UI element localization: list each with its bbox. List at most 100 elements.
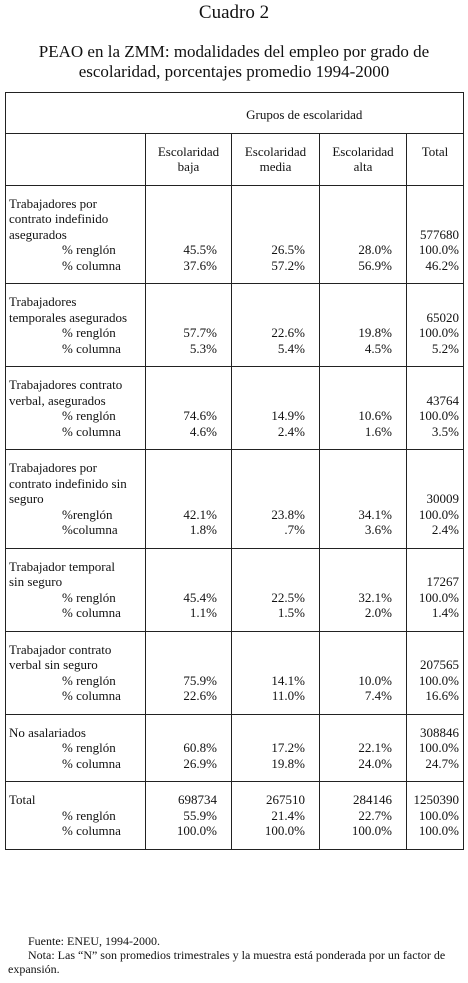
count-cell: 17267 — [406, 548, 464, 590]
row-label: % renglón — [62, 242, 116, 257]
value-cell: 22.7% — [319, 807, 407, 823]
value-cell: 100.0% — [231, 823, 320, 849]
count-cell: 65020 — [406, 283, 464, 325]
data-row: %renglón 42.1% 23.8% 34.1% 100.0% — [6, 506, 464, 522]
group-label-row: Trabajadores contrato verbal, asegurados… — [6, 366, 464, 408]
value-cell: 2.4% — [406, 522, 464, 548]
group-label-row: Trabajadores temporales asegurados 65020 — [6, 283, 464, 325]
count-cell: 1250390 — [406, 781, 464, 808]
empty-cell — [145, 548, 232, 590]
empty-cell — [319, 548, 407, 590]
empty-cell — [231, 714, 320, 740]
value-cell: 100.0% — [406, 807, 464, 823]
empty-cell — [319, 631, 407, 673]
group-label-row: Trabajadores por contrato indefinido ase… — [6, 185, 464, 242]
value-cell: 3.5% — [406, 423, 464, 450]
empty-cell — [231, 366, 320, 408]
table-head: Grupos de escolaridad Escolaridad baja Esc… — [5, 93, 464, 185]
group-label: Total — [9, 792, 36, 807]
empty-cell — [231, 283, 320, 325]
count-cell: 43764 — [406, 366, 464, 408]
value-cell: 100.0% — [406, 408, 464, 424]
row-group: Trabajador contrato verbal sin seguro 207… — [5, 631, 464, 714]
value-cell: 16.6% — [406, 688, 464, 714]
value-cell: 37.6% — [145, 257, 232, 284]
value-cell: 100.0% — [406, 506, 464, 522]
value-cell: 100.0% — [406, 823, 464, 849]
value-cell: 22.6% — [145, 688, 232, 714]
data-row: % renglón 60.8% 17.2% 22.1% 100.0% — [6, 740, 464, 756]
empty-cell — [145, 449, 232, 507]
group-label: Trabajador temporal sin seguro — [9, 558, 116, 590]
value-cell: 100.0% — [406, 740, 464, 756]
value-cell: 100.0% — [319, 823, 407, 849]
data-row: % renglón 57.7% 22.6% 19.8% 100.0% — [6, 325, 464, 341]
row-group: Trabajador temporal sin seguro 17267 % ren… — [5, 548, 464, 631]
empty-cell — [319, 283, 407, 325]
value-cell: 75.9% — [145, 672, 232, 688]
group-label-row: No asalariados 308846 — [6, 714, 464, 740]
data-row: % columna 37.6% 57.2% 56.9% 46.2% — [6, 257, 464, 284]
value-cell: 100.0% — [406, 589, 464, 605]
value-cell: 22.1% — [319, 740, 407, 756]
row-group: Trabajadores temporales asegurados 65020%… — [5, 283, 464, 367]
group-label: Trabajadores contrato verbal, asegurados — [9, 377, 123, 408]
empty-cell — [145, 283, 232, 325]
row-label: % renglón — [62, 740, 116, 755]
data-row: % renglón 45.5% 26.5% 28.0% 100.0% — [6, 242, 464, 258]
group-header-row: Grupos de escolaridad — [6, 93, 464, 134]
row-label: % columna — [62, 340, 121, 356]
group-label-row: Total 698734 267510 284146 1250390 — [6, 781, 464, 808]
value-cell: 1.1% — [145, 605, 232, 631]
empty-cell — [6, 93, 146, 134]
value-cell: 42.1% — [145, 506, 232, 522]
count-cell: 267510 — [231, 781, 320, 808]
value-cell: 3.6% — [319, 522, 407, 548]
source-note: Fuente: ENEU, 1994-2000. — [28, 934, 160, 948]
empty-cell — [231, 449, 320, 507]
data-row: % renglón 55.9% 21.4% 22.7% 100.0% — [6, 807, 464, 823]
row-label: % renglón — [62, 408, 116, 423]
row-label: % renglón — [62, 672, 116, 688]
group-label: No asalariados — [9, 724, 86, 740]
group-label-row: Trabajador temporal sin seguro 17267 — [6, 548, 464, 590]
data-row: %columna 1.8% .7% 3.6% 2.4% — [6, 522, 464, 548]
value-cell: 2.4% — [231, 423, 320, 450]
data-row: % renglón 74.6% 14.9% 10.6% 100.0% — [6, 408, 464, 424]
value-cell: 26.5% — [231, 242, 320, 258]
value-cell: 46.2% — [406, 257, 464, 284]
count-cell: 698734 — [145, 781, 232, 808]
data-row: % columna 22.6% 11.0% 7.4% 16.6% — [6, 688, 464, 714]
value-cell: 57.7% — [145, 325, 232, 341]
row-label: %columna — [62, 522, 118, 537]
value-cell: 28.0% — [319, 242, 407, 258]
data-row: % columna 4.6% 2.4% 1.6% 3.5% — [6, 423, 464, 450]
empty-cell — [145, 631, 232, 673]
row-group: Trabajadores por contrato indefinido sin… — [5, 449, 464, 548]
value-cell: 23.8% — [231, 506, 320, 522]
group-label-row: Trabajadores por contrato indefinido sin… — [6, 449, 464, 507]
row-label: % renglón — [62, 589, 116, 605]
value-cell: 1.8% — [145, 522, 232, 548]
table-label: Cuadro 2 — [198, 2, 270, 23]
empty-cell — [319, 366, 407, 408]
value-cell: 19.8% — [231, 755, 320, 782]
column-header: Total — [406, 132, 464, 185]
value-cell: 19.8% — [319, 325, 407, 341]
table-title: PEAO en la ZMM: modalidades del empleo p… — [38, 42, 430, 81]
empty-cell — [5, 132, 146, 185]
group-header: Grupos de escolaridad — [246, 107, 363, 122]
column-header-row: Escolaridad baja Escolaridad media Escolar… — [5, 132, 464, 185]
empty-cell — [231, 185, 320, 242]
value-cell: 26.9% — [145, 755, 232, 782]
value-cell: 100.0% — [406, 242, 464, 258]
group-label: Trabajadores temporales asegurados — [9, 294, 128, 325]
value-cell: 14.1% — [231, 672, 320, 688]
row-group: Trabajadores por contrato indefinido ase… — [5, 185, 464, 284]
group-label: Trabajadores por contrato indefinido sin… — [9, 460, 127, 506]
value-cell: 74.6% — [145, 408, 232, 424]
group-label-row: Trabajador contrato verbal sin seguro 207… — [6, 631, 464, 673]
data-row: % columna 100.0% 100.0% 100.0% 100.0% — [6, 823, 464, 849]
value-cell: 34.1% — [319, 506, 407, 522]
